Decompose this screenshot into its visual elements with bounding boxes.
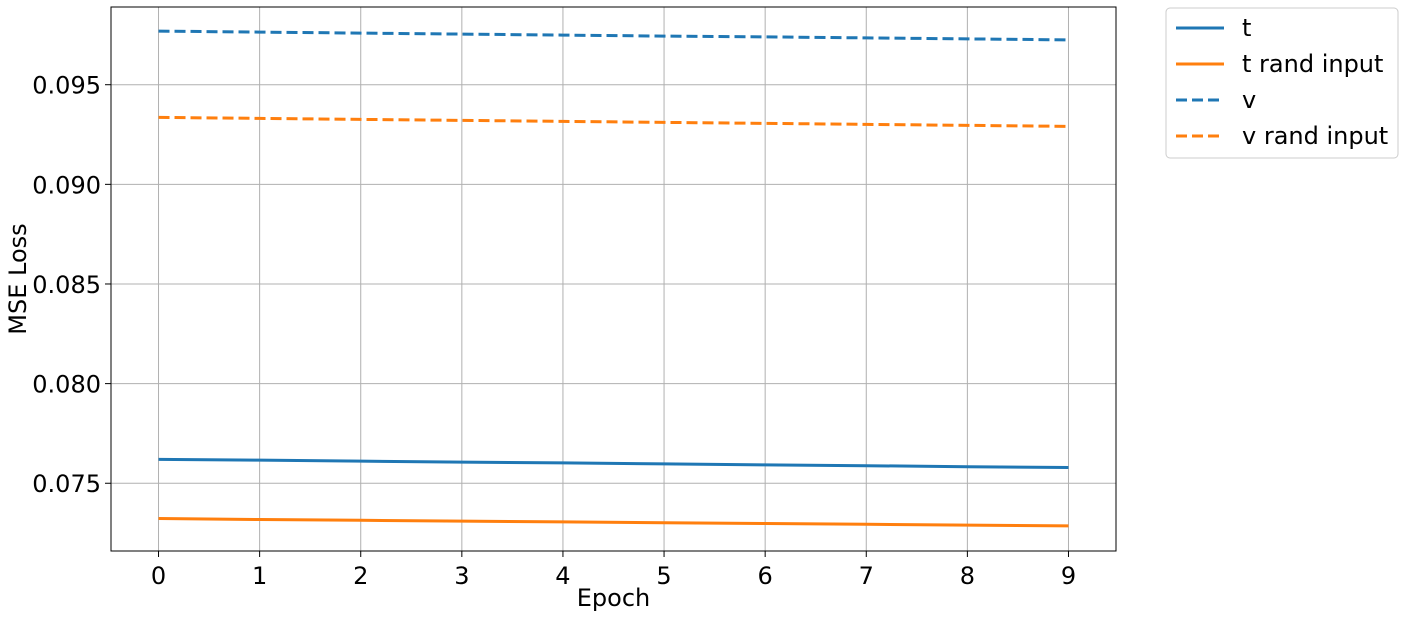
series-line-t-rand-input [158,517,1069,528]
legend-label: v rand input [1242,122,1388,150]
legend-box [1165,7,1399,159]
x-axis-ticks: 0 1 2 3 4 5 6 7 8 9 [151,551,1076,590]
series-line-v [158,29,1069,42]
y-tick-label: 0.075 [32,470,101,498]
y-tick-label: 0.090 [32,171,101,199]
legend-label: v [1242,86,1256,114]
y-tick-label: 0.095 [32,72,101,100]
x-tick-label: 6 [758,562,773,590]
x-axis-label: Epoch [577,584,651,612]
x-tick-label: 4 [555,562,570,590]
grid-lines [111,7,1116,551]
x-tick-label: 0 [151,562,166,590]
y-axis-ticks: 0.075 0.080 0.085 0.090 0.095 [32,72,111,498]
plot-frame [110,6,1117,552]
legend-label: t rand input [1242,50,1383,78]
x-tick-label: 1 [252,562,267,590]
legend: t t rand input v v rand input [1165,7,1399,159]
series-line-v-rand-input [158,115,1069,128]
x-tick-label: 9 [1061,562,1076,590]
x-tick-label: 5 [656,562,671,590]
series-lines [158,29,1069,528]
x-tick-label: 7 [859,562,874,590]
x-tick-label: 2 [353,562,368,590]
y-tick-label: 0.080 [32,371,101,399]
series-line-t [158,457,1069,470]
x-tick-label: 8 [960,562,975,590]
legend-label: t [1242,14,1251,42]
x-tick-label: 3 [454,562,469,590]
y-axis-label: MSE Loss [4,223,32,334]
y-tick-label: 0.085 [32,271,101,299]
